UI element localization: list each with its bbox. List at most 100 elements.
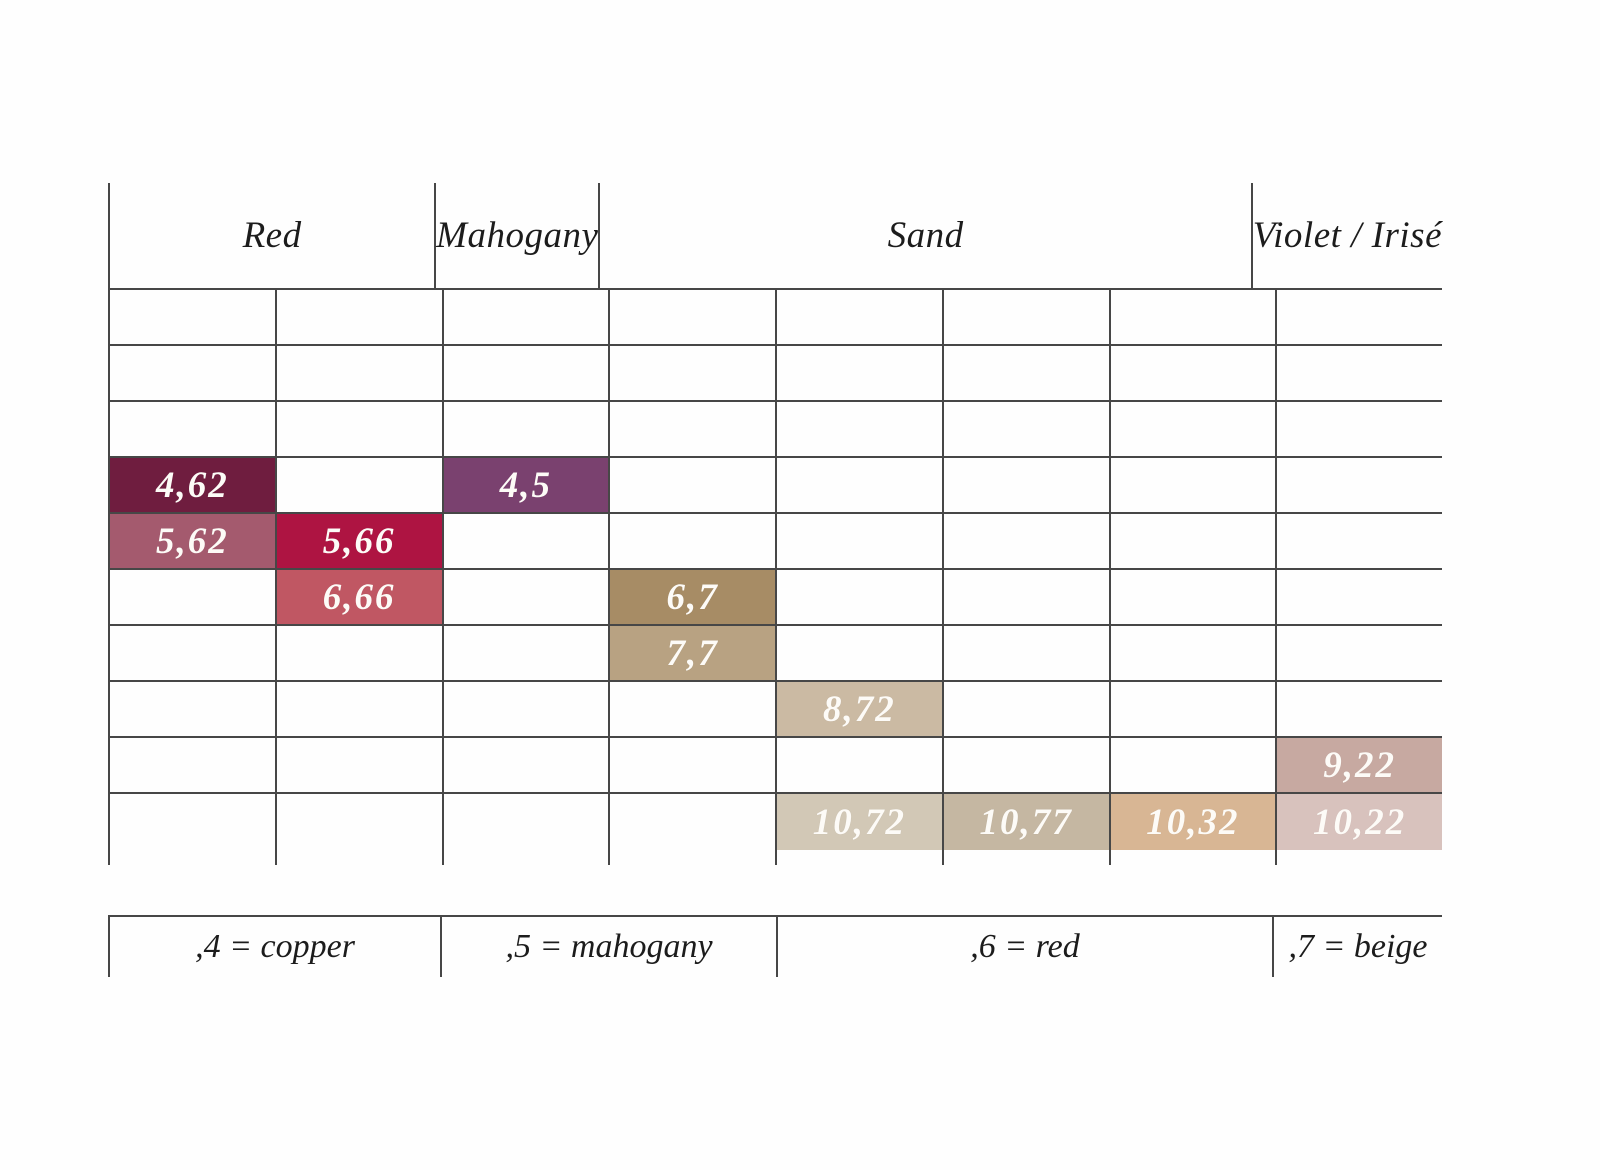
column-group-red: Red	[108, 183, 434, 288]
shade-code: 6,66	[322, 576, 396, 618]
legend-label: ,7 = beige	[1288, 928, 1428, 965]
shade-cell-6-7: 6,7	[608, 570, 775, 626]
grid-line-stub	[608, 850, 775, 865]
grid-cell	[775, 626, 942, 682]
grid-cell	[775, 570, 942, 626]
shade-cell-4-5: 4,5	[441, 458, 609, 514]
column-group-label: Red	[242, 215, 302, 256]
shade-cell-6-66: 6,66	[274, 570, 442, 626]
grid-cell	[1108, 402, 1276, 458]
legend-row: ,4 = copper ,5 = mahogany ,6 = red ,7 = …	[108, 915, 1442, 977]
grid-cell	[274, 738, 442, 794]
shade-cell-10-32: 10,32	[1108, 794, 1276, 850]
grid-line-stub	[1275, 850, 1442, 865]
grid-cell	[941, 626, 1109, 682]
grid-cell	[1108, 626, 1276, 682]
grid-line-stub	[108, 850, 275, 865]
shade-code: 4,62	[156, 464, 229, 506]
column-group-label: Violet / Irisé	[1252, 215, 1442, 256]
shade-cell-8-72: 8,72	[775, 682, 942, 738]
shade-cell-10-77: 10,77	[941, 794, 1109, 850]
grid-cell	[441, 514, 609, 570]
column-group-label: Mahogany	[436, 215, 599, 256]
grid-cell	[274, 626, 442, 682]
grid-cell	[1275, 290, 1442, 346]
grid-cell	[608, 794, 775, 850]
grid-cell	[1108, 570, 1276, 626]
grid-cell	[1108, 514, 1276, 570]
grid-cell	[608, 682, 775, 738]
grid-line-stub	[441, 850, 609, 865]
grid-cell	[608, 738, 775, 794]
shade-grid: 4,62 4,5 5,62 5,66 6,66 6,7 7,7 8,72 9,22 10,72 10…	[108, 290, 1442, 865]
grid-cell	[1108, 290, 1276, 346]
shade-code: 5,62	[156, 520, 229, 562]
grid-cell	[108, 346, 275, 402]
grid-cell	[274, 346, 442, 402]
legend-item-mahogany: ,5 = mahogany	[440, 917, 776, 977]
grid-cell	[1108, 346, 1276, 402]
grid-cell	[775, 514, 942, 570]
shade-cell-5-62: 5,62	[108, 514, 275, 570]
grid-cell	[441, 626, 609, 682]
grid-cell	[108, 402, 275, 458]
legend-label: ,4 = copper	[195, 928, 355, 965]
shade-table: Red Mahogany Sand Violet / Irisé 4,62 4,5…	[108, 183, 1442, 865]
grid-cell	[775, 402, 942, 458]
shade-cell-10-22: 10,22	[1275, 794, 1442, 850]
grid-cell	[941, 346, 1109, 402]
grid-cell	[108, 626, 275, 682]
shade-code: 10,22	[1313, 801, 1407, 843]
grid-cell	[941, 402, 1109, 458]
grid-cell	[441, 682, 609, 738]
grid-cell	[941, 738, 1109, 794]
grid-cell	[274, 290, 442, 346]
shade-cell-9-22: 9,22	[1275, 738, 1442, 794]
grid-cell	[1275, 402, 1442, 458]
column-group-header-row: Red Mahogany Sand Violet / Irisé	[108, 183, 1442, 290]
grid-cell	[274, 458, 442, 514]
shade-code: 8,72	[823, 688, 896, 730]
grid-cell	[274, 682, 442, 738]
grid-cell	[1275, 682, 1442, 738]
grid-cell	[1275, 458, 1442, 514]
grid-cell	[108, 682, 275, 738]
grid-cell	[775, 738, 942, 794]
legend-item-red: ,6 = red	[776, 917, 1272, 977]
shade-cell-10-72: 10,72	[775, 794, 942, 850]
column-group-violet-irise: Violet / Irisé	[1250, 183, 1442, 288]
grid-cell	[608, 514, 775, 570]
grid-cell	[274, 794, 442, 850]
shade-code: 6,7	[666, 576, 719, 618]
grid-cell	[1275, 626, 1442, 682]
legend-item-copper: ,4 = copper	[108, 917, 440, 977]
grid-cell	[108, 794, 275, 850]
grid-cell	[608, 402, 775, 458]
grid-cell	[1108, 738, 1276, 794]
grid-cell	[941, 682, 1109, 738]
grid-cell	[108, 570, 275, 626]
grid-cell	[608, 290, 775, 346]
legend-item-beige: ,7 = beige	[1272, 917, 1442, 977]
grid-cell	[1108, 682, 1276, 738]
legend-label: ,5 = mahogany	[505, 928, 713, 965]
grid-cell	[441, 570, 609, 626]
grid-cell	[441, 794, 609, 850]
shade-cell-7-7: 7,7	[608, 626, 775, 682]
shade-code: 7,7	[666, 632, 719, 674]
grid-cell	[441, 290, 609, 346]
shade-code: 4,5	[499, 464, 552, 506]
grid-line-stub	[941, 850, 1109, 865]
legend-label: ,6 = red	[970, 928, 1080, 965]
grid-cell	[941, 290, 1109, 346]
grid-cell	[608, 346, 775, 402]
grid-cell	[1275, 514, 1442, 570]
grid-cell	[1275, 570, 1442, 626]
grid-cell	[1275, 346, 1442, 402]
grid-line-stub	[274, 850, 442, 865]
grid-cell	[775, 458, 942, 514]
grid-line-stub	[775, 850, 942, 865]
grid-cell	[941, 570, 1109, 626]
grid-cell	[108, 738, 275, 794]
